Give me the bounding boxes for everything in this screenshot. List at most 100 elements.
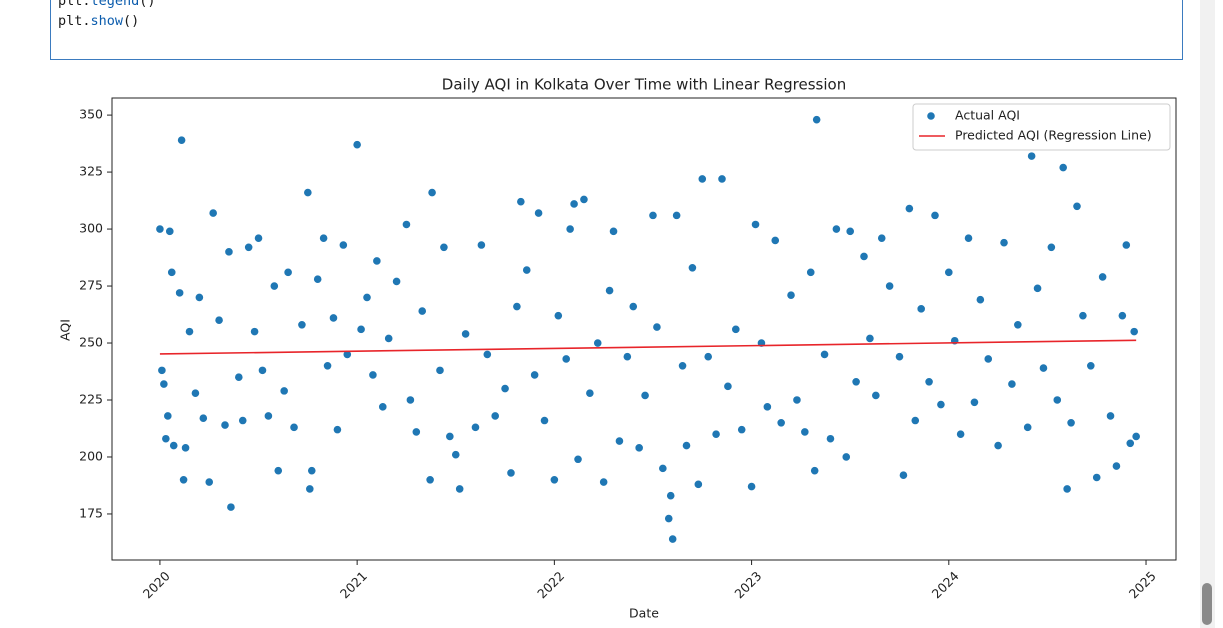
data-point	[234, 372, 244, 382]
data-point	[993, 440, 1003, 451]
data-point	[522, 265, 532, 275]
data-point	[461, 329, 471, 339]
data-point	[1066, 418, 1076, 428]
data-point	[455, 484, 465, 494]
x-axis-label: Date	[629, 606, 659, 621]
data-point	[585, 388, 595, 398]
data-point	[190, 388, 201, 398]
data-point	[512, 301, 522, 312]
data-point	[1038, 363, 1049, 373]
legend-box	[912, 103, 1171, 151]
data-point	[969, 397, 980, 407]
data-point	[283, 267, 293, 277]
data-point	[924, 377, 934, 387]
data-point	[368, 370, 378, 380]
data-point	[319, 233, 329, 243]
data-point	[208, 208, 218, 218]
data-point	[687, 263, 698, 273]
data-point	[476, 240, 486, 250]
data-point	[490, 411, 500, 421]
data-point	[405, 395, 415, 405]
data-point	[885, 281, 895, 291]
y-tick-label: 300	[79, 221, 103, 236]
data-point	[561, 354, 571, 364]
data-point	[983, 354, 993, 364]
data-point	[746, 482, 757, 492]
data-point	[859, 251, 869, 262]
data-point	[762, 402, 772, 412]
y-tick-label: 225	[79, 391, 103, 406]
data-point	[159, 379, 169, 389]
data-point	[681, 440, 692, 451]
data-point	[677, 361, 688, 371]
data-point	[1105, 411, 1116, 421]
data-point	[417, 306, 427, 316]
scrollbar-thumb[interactable]	[1202, 583, 1212, 625]
data-point	[500, 384, 510, 394]
code-line: plt.show()	[58, 13, 139, 29]
data-point	[608, 226, 619, 236]
data-point	[289, 422, 299, 432]
y-tick-label: 200	[79, 448, 103, 463]
data-point	[362, 292, 372, 303]
data-point	[910, 415, 920, 426]
data-point	[1078, 311, 1088, 321]
data-point	[841, 452, 851, 462]
data-point	[731, 324, 741, 334]
data-point	[516, 197, 526, 207]
data-point	[697, 174, 707, 184]
data-point	[776, 418, 786, 428]
data-point	[800, 427, 810, 437]
data-point	[342, 349, 352, 360]
x-tick-label: 2021	[337, 568, 370, 601]
data-point	[175, 288, 185, 298]
data-point	[825, 434, 836, 444]
data-point	[425, 475, 435, 485]
code-token: plt.	[58, 13, 91, 29]
data-point	[1072, 201, 1082, 211]
data-point	[904, 203, 914, 214]
code-line: plt.legend()	[58, 0, 156, 9]
data-point	[322, 361, 333, 371]
data-point	[806, 267, 816, 277]
data-point	[204, 477, 214, 487]
data-point	[936, 399, 946, 410]
data-point	[530, 370, 540, 380]
data-point	[865, 333, 875, 344]
data-point	[482, 349, 492, 360]
data-point	[877, 233, 887, 243]
data-point	[169, 440, 179, 451]
data-point	[279, 386, 289, 396]
data-point	[238, 415, 248, 426]
data-point	[1131, 431, 1141, 442]
data-point	[253, 233, 264, 243]
data-point	[539, 415, 550, 426]
data-point	[273, 466, 283, 476]
y-tick-label: 325	[79, 164, 103, 179]
data-point	[711, 429, 721, 439]
regression-line	[159, 339, 1137, 355]
data-point	[307, 466, 317, 476]
code-token: ()	[139, 0, 156, 9]
legend-label: Predicted AQI (Regression Line)	[955, 128, 1152, 143]
data-point	[435, 365, 445, 375]
data-point	[177, 135, 187, 145]
data-point	[750, 219, 761, 230]
legend-label: Actual AQI	[955, 108, 1020, 123]
data-point	[244, 242, 254, 252]
data-point	[693, 479, 703, 489]
data-point	[249, 327, 260, 337]
data-point	[810, 466, 820, 476]
data-point	[1129, 327, 1139, 337]
legend-marker	[926, 111, 936, 121]
data-point	[717, 174, 727, 184]
data-point	[664, 513, 674, 524]
data-point	[401, 219, 412, 230]
code-cell[interactable]: plt.legend() plt.show()	[50, 0, 1183, 60]
data-point	[378, 402, 388, 412]
y-tick-label: 275	[79, 278, 103, 293]
data-point	[930, 210, 940, 220]
data-point	[165, 226, 175, 236]
data-point	[845, 226, 855, 236]
